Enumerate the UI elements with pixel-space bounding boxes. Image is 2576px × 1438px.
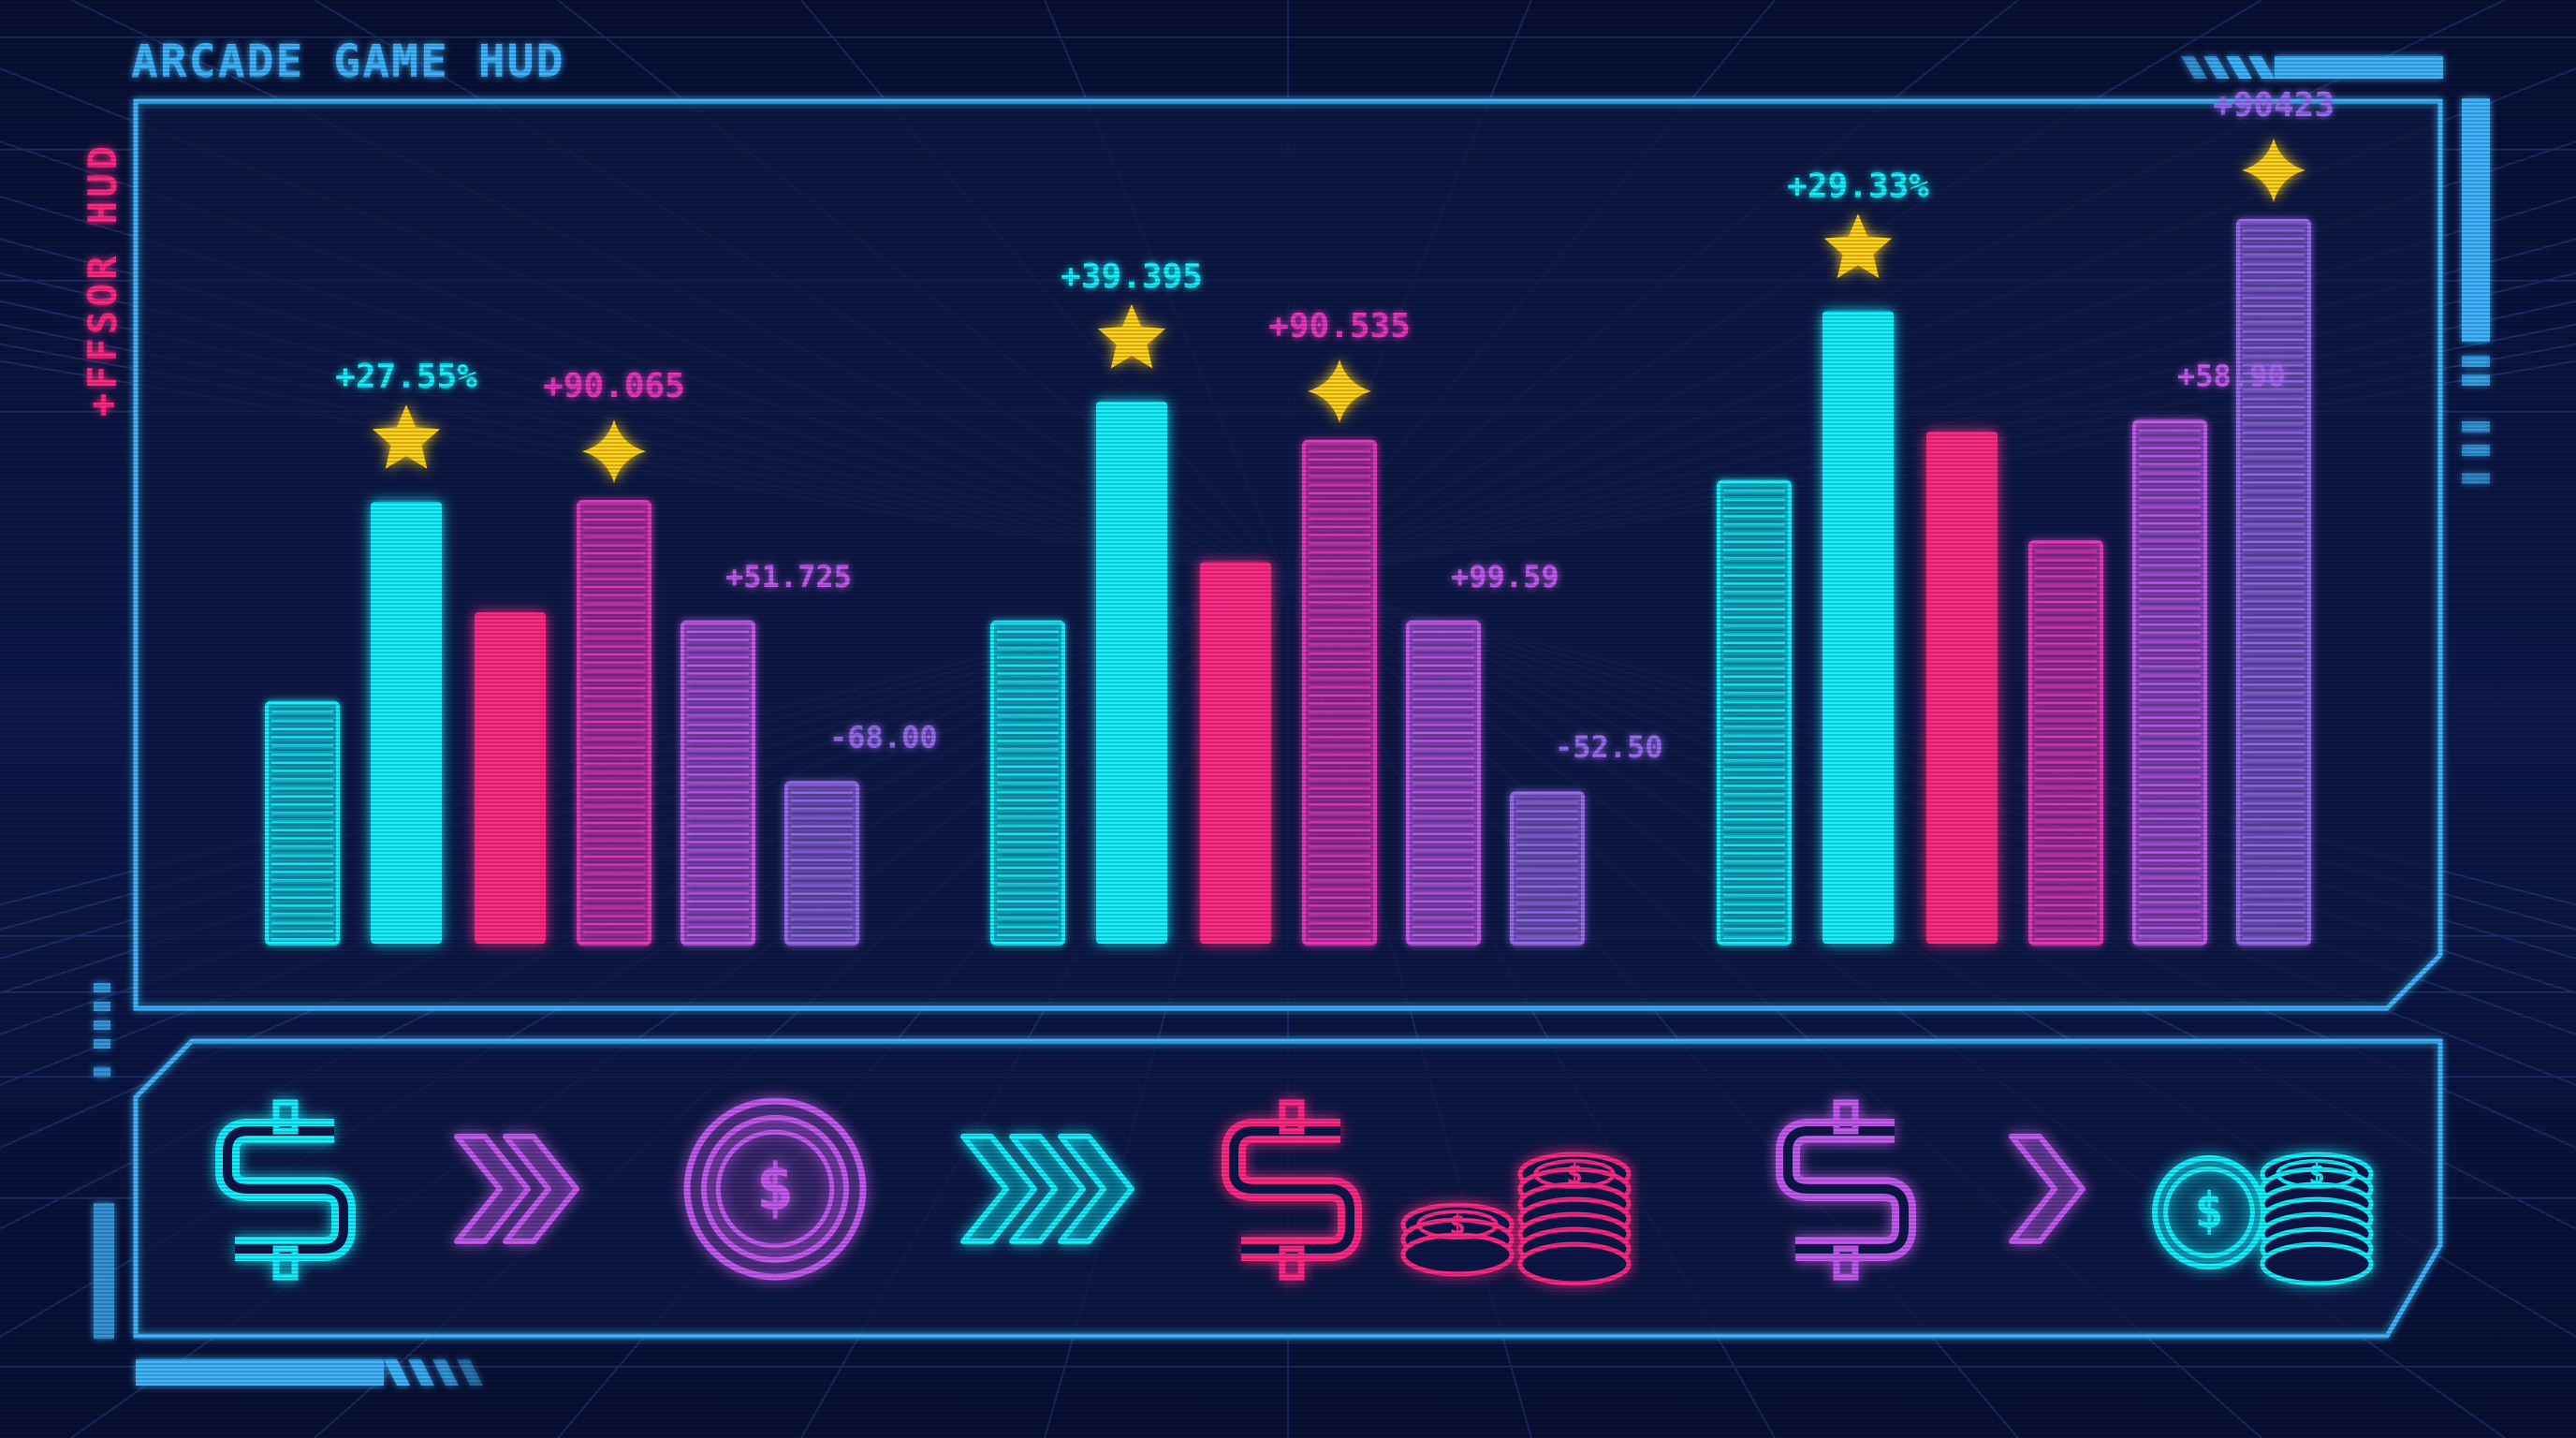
bar-fill [1096, 401, 1167, 945]
bar [681, 620, 755, 946]
bar-value-label: +27.55% [335, 358, 477, 396]
bar-value-label: -68.00 [829, 719, 938, 755]
bar [1096, 401, 1167, 945]
bar-value-label: +90423 [2213, 86, 2334, 125]
bar-value-label: +51.725 [725, 559, 852, 594]
bar-value-label: +90.535 [1268, 307, 1411, 345]
bar [784, 781, 859, 946]
bar-value-label: +99.59 [1451, 559, 1559, 594]
bar [1200, 562, 1271, 944]
svg-text:$: $ [2308, 1158, 2325, 1191]
bar-value-label: +39.395 [1061, 257, 1203, 296]
bar-value-label: +90.065 [543, 367, 685, 405]
bar-fill [1200, 562, 1271, 944]
dollar-sign-icon [215, 1099, 356, 1281]
bar-outline [1302, 439, 1377, 946]
bar [2028, 540, 2103, 946]
coin-stack-icon: $$ [2152, 1152, 2374, 1286]
bar-outline [2236, 218, 2311, 946]
bar [1822, 311, 1894, 944]
dollar-coin-icon: $ [683, 1097, 867, 1281]
bar-stripes [2139, 429, 2201, 938]
dollar-sign-icon [1222, 1099, 1362, 1281]
bar-fill [371, 502, 442, 944]
bar [990, 620, 1065, 946]
svg-text:$: $ [755, 1151, 794, 1225]
bar [475, 612, 546, 944]
bar [1406, 620, 1481, 946]
bar [1926, 432, 1998, 944]
bar-fill [475, 612, 546, 944]
bar-outline [265, 700, 340, 946]
hud-title: ARCADE GAME HUD [131, 36, 564, 88]
svg-text:$: $ [1566, 1158, 1583, 1191]
bar-fill [1822, 311, 1894, 944]
bar [1717, 479, 1792, 946]
bar [1302, 439, 1377, 946]
svg-text:$: $ [2194, 1183, 2223, 1240]
bar [1510, 791, 1585, 946]
bar [2236, 218, 2311, 946]
bar-value-label: -52.50 [1555, 729, 1663, 765]
bar-fill [1926, 432, 1998, 944]
bar [265, 700, 340, 946]
bar [371, 502, 442, 944]
bar [577, 500, 651, 946]
side-hud-label: +FFSOR HUD [80, 142, 125, 417]
svg-text:$: $ [1449, 1209, 1466, 1241]
bar-stripes [2035, 550, 2097, 941]
bar-value-label: +29.33% [1787, 167, 1929, 205]
dollar-sign-icon [1776, 1099, 1916, 1281]
bar [2132, 419, 2207, 946]
